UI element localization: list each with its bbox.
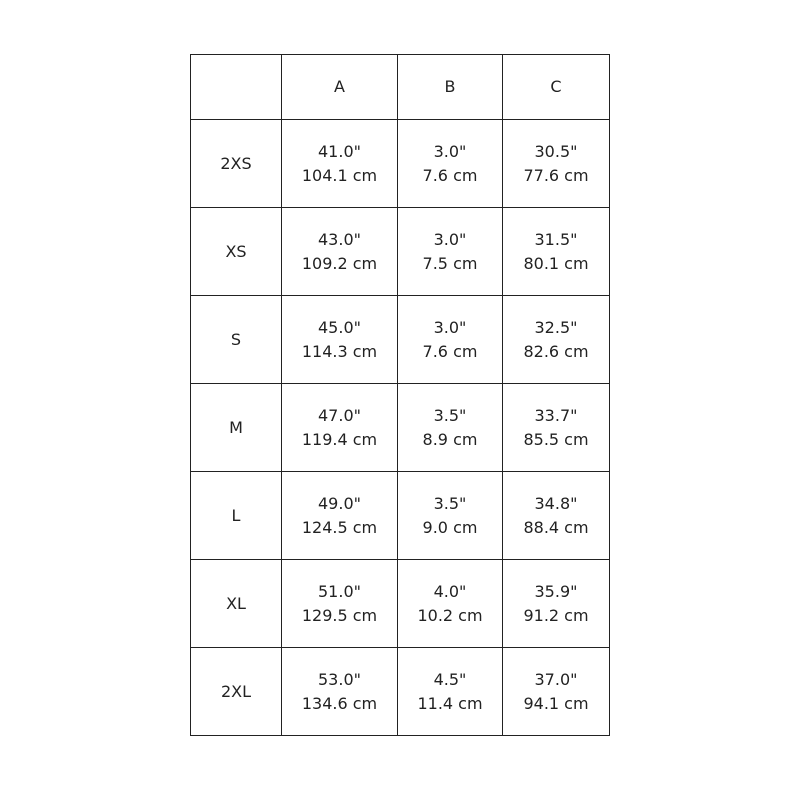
measurement-cell: 49.0" 124.5 cm (281, 471, 398, 560)
cm-value: 119.4 cm (301, 429, 378, 449)
table-body: A B C 2XS 41.0" 104.1 cm 3.0" 7.6 cm 30.5" 77.6 c… (190, 54, 610, 736)
cm-value: 10.2 cm (417, 605, 483, 625)
cm-value: 9.0 cm (422, 517, 478, 537)
inch-value: 3.0" (433, 229, 467, 249)
cm-value: 8.9 cm (422, 429, 478, 449)
size-row: L 49.0" 124.5 cm 3.5" 9.0 cm 34.8" 88.4 cm (190, 471, 610, 560)
cm-value: 134.6 cm (301, 693, 378, 713)
cm-value: 7.5 cm (422, 253, 478, 273)
corner-cell (190, 54, 282, 120)
size-row: XS 43.0" 109.2 cm 3.0" 7.5 cm 31.5" 80.1 cm (190, 207, 610, 296)
inch-value: 47.0" (318, 405, 361, 425)
measurement-cell: 32.5" 82.6 cm (502, 295, 610, 384)
measurement-cell: 3.0" 7.5 cm (397, 207, 503, 296)
measurement-cell: 3.5" 8.9 cm (397, 383, 503, 472)
inch-value: 53.0" (318, 669, 361, 689)
size-row: 2XL 53.0" 134.6 cm 4.5" 11.4 cm 37.0" 94.1 cm (190, 647, 610, 736)
inch-value: 35.9" (534, 581, 578, 601)
cm-value: 91.2 cm (523, 605, 589, 625)
measurement-cell: 34.8" 88.4 cm (502, 471, 610, 560)
measurement-cell: 3.0" 7.6 cm (397, 295, 503, 384)
size-table: A B C 2XS 41.0" 104.1 cm 3.0" 7.6 cm 30.5" 77.6 c… (190, 54, 610, 736)
size-row: 2XS 41.0" 104.1 cm 3.0" 7.6 cm 30.5" 77.6 cm (190, 119, 610, 208)
inch-value: 41.0" (318, 141, 361, 161)
inch-value: 33.7" (534, 405, 578, 425)
measurement-cell: 30.5" 77.6 cm (502, 119, 610, 208)
inch-value: 49.0" (318, 493, 361, 513)
inch-value: 4.5" (433, 669, 467, 689)
measurement-cell: 3.0" 7.6 cm (397, 119, 503, 208)
measurement-cell: 33.7" 85.5 cm (502, 383, 610, 472)
cm-value: 11.4 cm (417, 693, 483, 713)
cm-value: 7.6 cm (422, 341, 478, 361)
size-row: M 47.0" 119.4 cm 3.5" 8.9 cm 33.7" 85.5 cm (190, 383, 610, 472)
cm-value: 85.5 cm (523, 429, 589, 449)
column-header: C (502, 54, 610, 120)
inch-value: 3.0" (433, 141, 467, 161)
size-label: S (190, 295, 282, 384)
cm-value: 109.2 cm (301, 253, 378, 273)
cm-value: 129.5 cm (301, 605, 378, 625)
size-label: L (190, 471, 282, 560)
inch-value: 3.5" (433, 493, 467, 513)
measurement-cell: 4.5" 11.4 cm (397, 647, 503, 736)
inch-value: 37.0" (534, 669, 578, 689)
measurement-cell: 3.5" 9.0 cm (397, 471, 503, 560)
inch-value: 51.0" (318, 581, 361, 601)
inch-value: 31.5" (534, 229, 578, 249)
cm-value: 7.6 cm (422, 165, 478, 185)
measurement-cell: 47.0" 119.4 cm (281, 383, 398, 472)
size-label: XL (190, 559, 282, 648)
inch-value: 43.0" (318, 229, 361, 249)
size-label: 2XS (190, 119, 282, 208)
inch-value: 34.8" (534, 493, 578, 513)
inch-value: 3.5" (433, 405, 467, 425)
inch-value: 4.0" (433, 581, 467, 601)
measurement-cell: 35.9" 91.2 cm (502, 559, 610, 648)
measurement-cell: 41.0" 104.1 cm (281, 119, 398, 208)
measurement-cell: 4.0" 10.2 cm (397, 559, 503, 648)
measurement-cell: 45.0" 114.3 cm (281, 295, 398, 384)
cm-value: 94.1 cm (523, 693, 589, 713)
cm-value: 77.6 cm (523, 165, 589, 185)
cm-value: 82.6 cm (523, 341, 589, 361)
inch-value: 30.5" (534, 141, 578, 161)
cm-value: 124.5 cm (301, 517, 378, 537)
measurement-cell: 37.0" 94.1 cm (502, 647, 610, 736)
inch-value: 32.5" (534, 317, 578, 337)
inch-value: 3.0" (433, 317, 467, 337)
inch-value: 45.0" (318, 317, 361, 337)
column-header: B (397, 54, 503, 120)
column-header: A (281, 54, 398, 120)
measurement-cell: 31.5" 80.1 cm (502, 207, 610, 296)
cm-value: 80.1 cm (523, 253, 589, 273)
measurement-cell: 53.0" 134.6 cm (281, 647, 398, 736)
measurement-cell: 43.0" 109.2 cm (281, 207, 398, 296)
size-row: XL 51.0" 129.5 cm 4.0" 10.2 cm 35.9" 91.2 cm (190, 559, 610, 648)
size-row: S 45.0" 114.3 cm 3.0" 7.6 cm 32.5" 82.6 cm (190, 295, 610, 384)
size-label: 2XL (190, 647, 282, 736)
size-label: M (190, 383, 282, 472)
size-label: XS (190, 207, 282, 296)
cm-value: 114.3 cm (301, 341, 378, 361)
cm-value: 88.4 cm (523, 517, 589, 537)
measurement-cell: 51.0" 129.5 cm (281, 559, 398, 648)
cm-value: 104.1 cm (301, 165, 378, 185)
